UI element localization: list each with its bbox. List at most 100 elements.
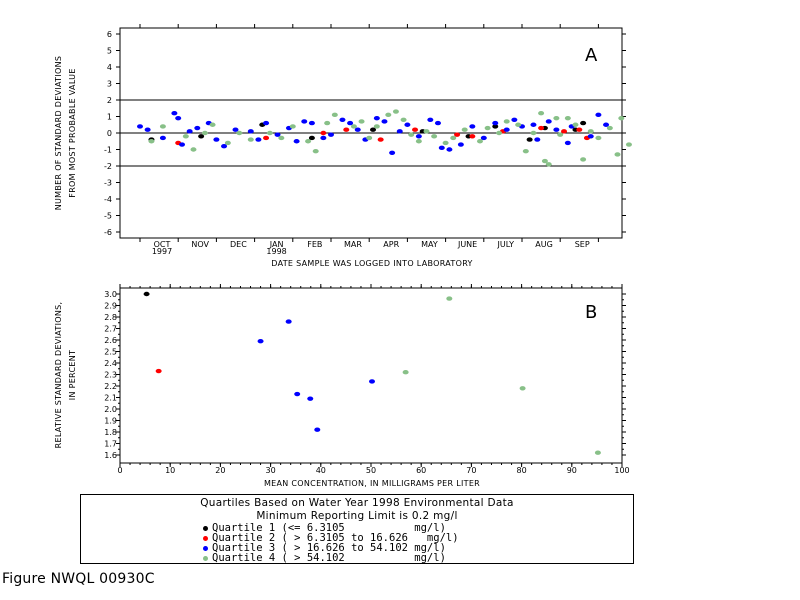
data-point-quartile-4 xyxy=(278,135,285,141)
data-point-quartile-2 xyxy=(377,137,384,142)
legend-item-label: Quartile 2 ( > 6.3105 to 16.626 mg/l) xyxy=(212,532,459,544)
y-tick-label: 6 xyxy=(107,30,112,39)
panel-b-points xyxy=(143,291,601,455)
data-point-quartile-4 xyxy=(515,122,522,127)
data-point-quartile-4 xyxy=(541,158,548,164)
y-tick-label: 2.7 xyxy=(104,325,117,334)
x-tick-label: 60 xyxy=(416,466,426,475)
x-tick-label: 50 xyxy=(366,466,376,475)
legend-swatch xyxy=(203,545,208,551)
x-tick-label: 70 xyxy=(466,466,476,475)
data-point-quartile-4 xyxy=(373,124,380,129)
data-point-quartile-3 xyxy=(396,129,403,134)
data-point-quartile-4 xyxy=(350,124,357,129)
data-point-quartile-4 xyxy=(572,122,579,127)
data-point-quartile-1 xyxy=(580,120,587,126)
data-point-quartile-2 xyxy=(263,135,270,141)
data-point-quartile-3 xyxy=(553,127,560,132)
data-point-quartile-2 xyxy=(469,134,476,139)
panel-a-points xyxy=(137,109,632,167)
legend-swatch xyxy=(203,535,208,541)
data-point-quartile-4 xyxy=(190,147,197,152)
legend-item-quartile-1: Quartile 1 (<= 6.3105 mg/l) xyxy=(203,523,459,533)
y-tick-label: -6 xyxy=(104,228,112,237)
y-tick-label: 2.4 xyxy=(104,359,117,368)
data-point-quartile-4 xyxy=(159,124,166,129)
data-point-quartile-3 xyxy=(587,134,594,139)
panel-b-y-label-line2: IN PERCENT xyxy=(68,350,77,400)
data-point-quartile-4 xyxy=(385,112,392,118)
month-label: JULY xyxy=(497,240,515,249)
panel-a-x-label: DATE SAMPLE WAS LOGGED INTO LABORATORY xyxy=(271,259,472,268)
data-point-quartile-3 xyxy=(446,147,453,152)
data-point-quartile-1 xyxy=(526,137,533,142)
legend-item-quartile-2: Quartile 2 ( > 6.3105 to 16.626 mg/l) xyxy=(203,533,459,543)
data-point-quartile-3 xyxy=(307,396,314,401)
y-tick-label: 4 xyxy=(107,63,112,72)
data-point-quartile-1 xyxy=(143,291,150,297)
data-point-quartile-3 xyxy=(534,137,541,142)
panel-a-letter: A xyxy=(585,45,598,66)
y-tick-label: 2.2 xyxy=(104,382,117,391)
data-point-quartile-2 xyxy=(538,125,545,131)
data-point-quartile-4 xyxy=(503,119,510,124)
data-point-quartile-3 xyxy=(186,129,193,134)
panel-a-x-axis: OCT NOV DEC JAN FEB MAR APR MAY JUNE JULY AUG SEP 19… xyxy=(139,24,599,256)
x-tick-label: 30 xyxy=(266,466,276,475)
data-point-quartile-3 xyxy=(285,319,292,324)
data-point-quartile-2 xyxy=(343,127,350,132)
data-point-quartile-4 xyxy=(595,135,602,141)
data-point-quartile-3 xyxy=(320,135,327,141)
y-tick-label: 3 xyxy=(107,80,112,89)
data-point-quartile-4 xyxy=(148,139,155,144)
x-tick-label: 20 xyxy=(215,466,225,475)
data-point-quartile-3 xyxy=(373,115,380,121)
y-tick-label: 2.1 xyxy=(104,394,117,403)
data-point-quartile-4 xyxy=(366,135,373,141)
data-point-quartile-3 xyxy=(564,140,571,146)
y-tick-label: -4 xyxy=(104,195,112,204)
legend: Quartiles Based on Water Year 1998 Envir… xyxy=(80,494,634,564)
panel-b-y-axis: 3.0 2.9 2.8 2.7 2.6 2.5 2.4 2.3 2.2 2.1 2.0 1.9 1.8 1… xyxy=(104,290,626,460)
data-point-quartile-3 xyxy=(308,120,315,126)
data-point-quartile-3 xyxy=(328,132,334,137)
data-point-quartile-4 xyxy=(442,140,449,146)
data-point-quartile-3 xyxy=(213,137,220,142)
data-point-quartile-4 xyxy=(423,129,430,134)
data-point-quartile-3 xyxy=(389,150,396,155)
month-label: MAY xyxy=(421,240,438,249)
panel-a-reference-lines xyxy=(120,99,622,167)
x-tick-label: 10 xyxy=(165,466,175,475)
legend-item-quartile-4: Quartile 4 ( > 54.102 mg/l) xyxy=(203,553,459,563)
panel-a-y-label-line2: FROM MOST PROBABLE VALUE xyxy=(68,68,77,197)
data-point-quartile-3 xyxy=(301,119,308,124)
data-point-quartile-3 xyxy=(247,129,254,134)
month-label: AUG xyxy=(535,240,553,249)
data-point-quartile-4 xyxy=(312,148,319,154)
data-point-quartile-2 xyxy=(412,127,419,132)
data-point-quartile-4 xyxy=(484,125,491,131)
data-point-quartile-4 xyxy=(358,119,365,124)
legend-title-line1: Quartiles Based on Water Year 1998 Envir… xyxy=(200,497,514,509)
data-point-quartile-1 xyxy=(492,124,499,129)
data-point-quartile-1 xyxy=(198,134,205,139)
legend-item-label: Quartile 4 ( > 54.102 mg/l) xyxy=(212,552,446,564)
data-point-quartile-3 xyxy=(480,135,487,141)
data-point-quartile-3 xyxy=(434,120,441,126)
data-point-quartile-3 xyxy=(137,124,143,129)
data-point-quartile-4 xyxy=(431,134,438,139)
data-point-quartile-2 xyxy=(320,130,327,136)
panel-a-y-label-line1: NUMBER OF STANDARD DEVIATIONS xyxy=(54,56,63,211)
data-point-quartile-3 xyxy=(492,120,499,126)
x-tick-label: 0 xyxy=(117,466,122,475)
y-tick-label: 2.3 xyxy=(104,371,117,380)
data-point-quartile-3 xyxy=(232,127,239,132)
month-label: FEB xyxy=(307,240,322,249)
data-point-quartile-3 xyxy=(438,145,445,151)
data-point-quartile-4 xyxy=(618,115,625,121)
data-point-quartile-4 xyxy=(402,370,409,375)
y-tick-label: -5 xyxy=(104,212,112,221)
panel-a: A 6 5 4 3 2 1 0 -1 -2 -3 -4 -5 -6 OCT NOV DEC JAN FEB MAR… xyxy=(54,24,632,268)
data-point-quartile-2 xyxy=(576,127,583,132)
data-point-quartile-3 xyxy=(545,119,552,124)
